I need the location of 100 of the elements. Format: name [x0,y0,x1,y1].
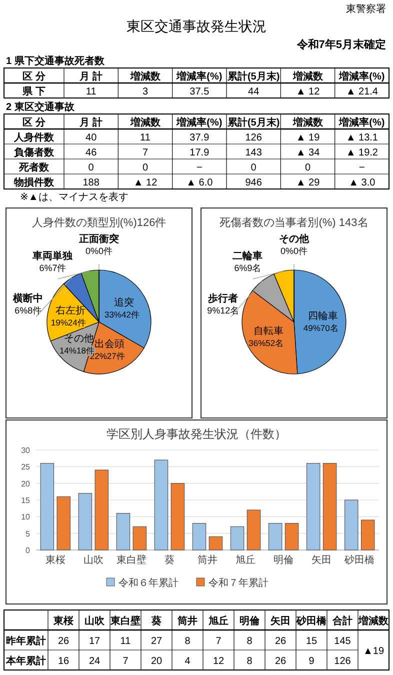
bar [170,483,185,550]
y-tick-label: 5 [26,529,31,538]
text: ▲ 19.2 [346,148,378,158]
x-tick-label: 矢田 [312,554,332,566]
text: ※▲は、マイナスを表す [20,191,128,203]
text: 7 [142,148,148,158]
text: ▲ 13.1 [346,132,378,144]
data-label: 36%52名 [248,338,284,348]
text: 令和7年5月末確定 [296,38,386,51]
text: 17 [88,636,100,647]
bar [360,520,375,550]
category-label: 月 計 [78,70,102,82]
text: 26 [274,656,286,667]
category-label: 旭丘 [208,615,228,627]
text: 2 東区交通事故 [6,101,76,113]
text: 7 [216,636,222,647]
text: 26 [274,636,286,647]
bar [78,493,92,550]
bar [192,523,206,550]
bar [116,513,130,550]
category-label: 増減率(%) [338,116,385,128]
text: 東警察署 [346,3,386,15]
data-label: 14%18件 [59,345,95,356]
bar [284,523,299,550]
text: 37.9 [190,132,210,144]
category-label: 負傷者数 [14,148,54,158]
text: − [196,162,202,174]
x-tick-label: 旭丘 [236,554,256,566]
x-tick-label: 砂田橋 [344,554,375,566]
text: ▲ 21.4 [346,86,378,98]
x-tick-label: 東白壁 [116,554,146,566]
text: 126 [334,656,351,667]
slice-label: 右左折 [56,304,86,317]
slice-label: 横断中 [12,292,44,304]
text: 40 [86,132,97,144]
x-tick-label: 山吹 [83,554,104,566]
text: 区 分 [22,116,46,128]
text: 16 [58,656,70,667]
slice-label: 車両単独 [32,250,74,262]
text: ▲ 12 [296,86,320,98]
text: ▲ 19 [296,132,320,144]
bar [208,536,223,550]
text: 3 [142,86,148,98]
category-label: 東桜 [52,615,74,627]
category-label: 葵 [150,615,162,627]
text: 11 [140,132,150,144]
text: 46 [86,148,97,158]
y-tick-label: 30 [21,446,31,455]
text: 26 [58,636,70,647]
text: 8 [246,636,252,647]
slice-label: 四輪車 [308,310,338,322]
text: 9 [308,656,314,667]
category-label: 正面衝突 [79,234,119,245]
text: ▲ 29 [296,178,320,188]
data-label: 6%8件 [14,305,42,316]
y-tick-label: 25 [21,462,31,472]
text: 145 [334,636,351,647]
text: 8 [246,656,252,667]
category-label: 県 下 [22,86,46,98]
category-label: 増減数 [292,116,324,128]
text: 27 [150,636,162,647]
category-label: その他 [279,234,309,245]
slice-label: 自転車 [253,324,284,337]
category-label: 人身件数 [14,132,54,144]
slice-label: 二輪車 [232,250,263,262]
category-label: 増減率(%) [176,116,222,128]
y-tick-label: 10 [21,512,31,522]
text: 11 [86,86,96,98]
category-label: 増減数 [358,615,390,627]
category-label: 累計(5月末) [226,116,280,128]
category-label: 増減数 [129,116,162,128]
data-label: 49%70名 [303,323,339,334]
bar [154,460,168,550]
text: 946 [245,178,262,188]
text: − [358,162,365,174]
text: ▲ 6.0 [186,178,213,188]
text: 12 [212,656,224,667]
category-label: 東白壁 [110,615,140,627]
category-label: 増減数 [292,70,324,82]
text: 188 [82,178,100,188]
data-label: 9%12名 [207,305,240,316]
bar [268,523,282,550]
text: 0%0件 [85,246,113,256]
category-label: 山吹 [84,615,106,627]
text: 区 分 [22,70,46,82]
text: 17.9 [190,148,210,158]
text: 0%0件 [280,246,308,256]
category-label: 累計(5月末) [226,70,280,82]
category-label: 本年累計 [6,656,46,667]
text: 20 [150,656,162,667]
category-label: 死者数 [19,162,49,174]
chart-title: 死傷者数の当事者別(%) 143名 [220,216,368,229]
legend-label: 令和６年累計 [118,577,178,589]
bar [306,463,320,550]
text: 44 [248,86,260,98]
data-label: 19%24件 [50,318,86,328]
category-label: 月 計 [78,116,102,128]
bar [246,510,261,550]
data-label: 6%7件 [39,262,66,273]
text: 143 [245,148,262,158]
